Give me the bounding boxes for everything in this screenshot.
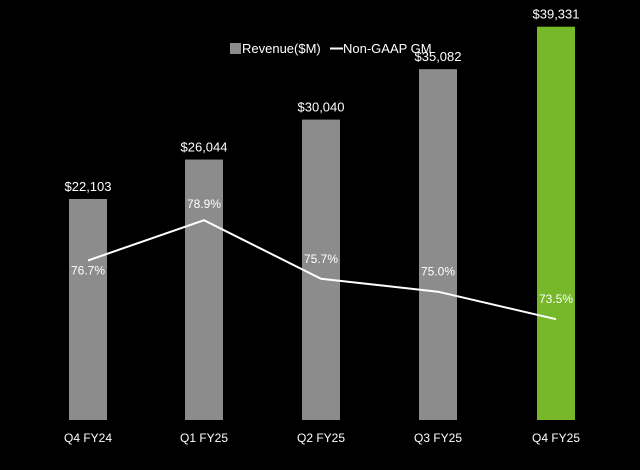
margin-labels-group: 76.7% 78.9% 75.7% 75.0% 73.5%: [71, 197, 573, 306]
bar-0: [69, 198, 107, 420]
x-tick-label-4: Q4 FY25: [532, 431, 580, 445]
x-axis-labels: Q4 FY24 Q1 FY25 Q2 FY25 Q3 FY25 Q4 FY25: [64, 431, 580, 445]
x-tick-label-1: Q1 FY25: [180, 431, 228, 445]
bar-1: [185, 159, 223, 420]
x-tick-label-0: Q4 FY24: [64, 431, 112, 445]
bar-value-label-3: $35,082: [415, 49, 462, 64]
margin-value-label-2: 75.7%: [304, 252, 338, 266]
margin-value-label-3: 75.0%: [421, 265, 455, 279]
x-tick-label-3: Q3 FY25: [414, 431, 462, 445]
margin-line-group: [87, 219, 557, 321]
bar-4: [537, 26, 575, 420]
bar-value-label-2: $30,040: [298, 100, 345, 115]
bar-labels-group: $22,103 $26,044 $30,040 $35,082 $39,331: [65, 7, 580, 194]
margin-value-label-1: 78.9%: [187, 197, 221, 211]
legend-line-label: Non-GAAP GM: [343, 41, 432, 56]
legend-bar-label: Revenue($M): [242, 41, 321, 56]
bar-3: [419, 69, 457, 421]
margin-line: [87, 219, 557, 321]
bar-value-label-1: $26,044: [181, 140, 228, 155]
bars-group: [69, 26, 575, 421]
bar-2: [302, 119, 340, 420]
legend-bar-swatch: [230, 43, 241, 54]
x-tick-label-2: Q2 FY25: [297, 431, 345, 445]
margin-value-label-0: 76.7%: [71, 264, 105, 278]
legend: Revenue($M) Non-GAAP GM: [230, 41, 432, 56]
margin-value-label-4: 73.5%: [539, 292, 573, 306]
bar-value-label-0: $22,103: [65, 179, 112, 194]
bar-value-label-4: $39,331: [533, 7, 580, 22]
